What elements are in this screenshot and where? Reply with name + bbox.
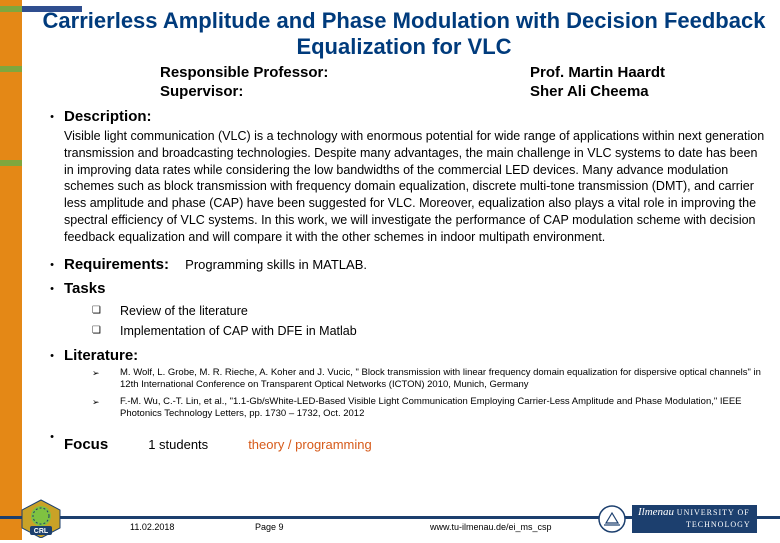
literature-label: Literature:	[64, 347, 138, 364]
supervisor-label: Supervisor:	[160, 82, 360, 102]
task-text: Implementation of CAP with DFE in Matlab	[120, 321, 357, 341]
footer-url: www.tu-ilmenau.de/ei_ms_csp	[430, 522, 552, 532]
slide-content: Carrierless Amplitude and Phase Modulati…	[40, 8, 768, 490]
bullet-icon: •	[40, 256, 64, 271]
crl-logo: CRL	[18, 498, 64, 538]
responsible-professor-label: Responsible Professor:	[160, 63, 360, 83]
focus-theory: theory / programming	[248, 437, 372, 452]
left-color-sidebar	[0, 0, 22, 540]
tasks-label: Tasks	[64, 280, 105, 297]
bullet-icon: •	[40, 280, 64, 295]
arrow-bullet-icon: ➢	[92, 367, 120, 392]
literature-text: M. Wolf, L. Grobe, M. R. Rieche, A. Kohe…	[120, 367, 768, 392]
bullet-icon: •	[40, 428, 64, 443]
focus-label: Focus	[64, 436, 108, 453]
university-name: Ilmenau	[638, 506, 674, 518]
university-sub1: UNIVERSITY OF	[677, 508, 750, 517]
square-bullet-icon: ❏	[92, 321, 120, 341]
footer-date: 11.02.2018	[130, 522, 174, 532]
requirements-text: Programming skills in MATLAB.	[185, 257, 367, 272]
task-text: Review of the literature	[120, 301, 248, 321]
bullet-icon: •	[40, 347, 64, 362]
description-heading-row: • Description:	[40, 108, 768, 125]
slide-title: Carrierless Amplitude and Phase Modulati…	[40, 8, 768, 61]
focus-students: 1 students	[148, 437, 208, 452]
description-label: Description:	[64, 108, 152, 125]
list-item: ➢ M. Wolf, L. Grobe, M. R. Rieche, A. Ko…	[92, 367, 768, 392]
sidebar-segment	[0, 12, 22, 66]
slide-footer: CRL 11.02.2018 Page 9 www.tu-ilmenau.de/…	[0, 498, 780, 540]
list-item: ➢ F.-M. Wu, C.-T. Lin, et al., "1.1-Gb/s…	[92, 396, 768, 421]
literature-list: ➢ M. Wolf, L. Grobe, M. R. Rieche, A. Ko…	[40, 367, 768, 420]
list-item: ❏ Review of the literature	[92, 301, 768, 321]
square-bullet-icon: ❏	[92, 301, 120, 321]
bullet-icon: •	[40, 108, 64, 123]
requirements-label: Requirements:	[64, 256, 169, 273]
tasks-list: ❏ Review of the literature ❏ Implementat…	[40, 301, 768, 341]
professor-block: Responsible Professor: Prof. Martin Haar…	[40, 63, 768, 102]
footer-page: Page 9	[255, 522, 284, 532]
focus-row: • Focus 1 students theory / programming	[40, 428, 768, 453]
sidebar-segment	[0, 166, 22, 540]
arrow-bullet-icon: ➢	[92, 396, 120, 421]
university-logo: Ilmenau UNIVERSITY OF TECHNOLOGY	[598, 502, 768, 536]
responsible-professor-name: Prof. Martin Haardt	[530, 63, 768, 83]
sidebar-segment	[0, 72, 22, 160]
requirements-row: • Requirements: Programming skills in MA…	[40, 256, 768, 274]
literature-row: • Literature:	[40, 347, 768, 364]
supervisor-name: Sher Ali Cheema	[530, 82, 768, 102]
description-text: Visible light communication (VLC) is a t…	[40, 128, 768, 246]
literature-text: F.-M. Wu, C.-T. Lin, et al., "1.1-Gb/sWh…	[120, 396, 768, 421]
list-item: ❏ Implementation of CAP with DFE in Matl…	[92, 321, 768, 341]
university-seal-icon	[598, 505, 626, 533]
university-sub2: TECHNOLOGY	[638, 520, 751, 529]
tasks-row: • Tasks	[40, 280, 768, 297]
svg-text:CRL: CRL	[34, 528, 49, 535]
